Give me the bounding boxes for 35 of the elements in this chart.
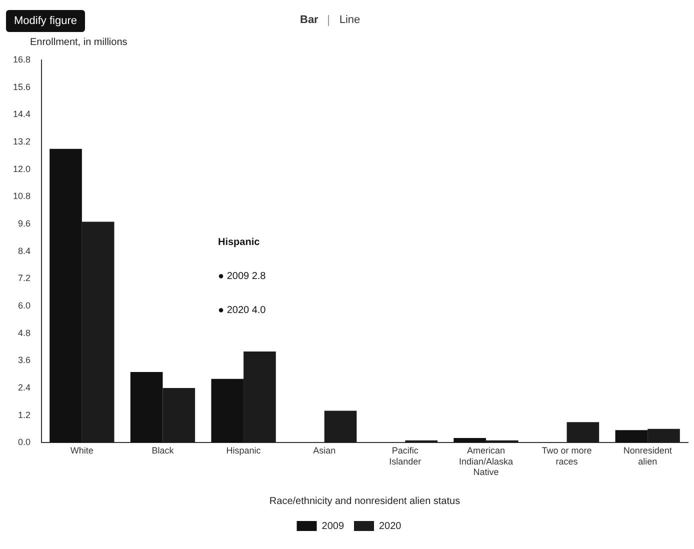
annotation: ● 2020 4.0	[218, 304, 266, 318]
y-axis-title: Enrollment, in millions	[30, 36, 128, 48]
x-tick-label: American Indian/Alaska Native	[458, 445, 513, 478]
x-tick-label: Hispanic	[226, 445, 262, 456]
bar	[566, 422, 600, 443]
y-tick-label: 9.6	[18, 218, 31, 228]
y-tick-label: 14.4	[12, 109, 31, 120]
x-tick-label: Nonresident alien	[623, 445, 672, 466]
y-tick-label: 7.2	[18, 273, 31, 284]
legend-label: 2020	[379, 520, 402, 532]
x-tick-label: Two or more races	[542, 445, 592, 466]
y-tick-label: 2.4	[18, 382, 31, 392]
y-tick-label: 16.8	[12, 54, 31, 64]
text: Bar	[300, 14, 318, 26]
legend-label: 2009	[322, 520, 344, 532]
x-tick-label: Pacific Islander	[389, 445, 422, 466]
annotation: ● 2009 2.8	[218, 270, 266, 284]
x-tick-label: Black	[152, 445, 174, 456]
annotation: Hispanic	[218, 236, 261, 250]
text: Line	[339, 14, 360, 26]
y-tick-label: 4.8	[18, 328, 31, 338]
y-tick-label: 12.0	[12, 164, 31, 174]
text: Modify figure	[6, 10, 85, 32]
y-tick-label: 15.6	[12, 82, 31, 92]
x-tick-label: Asian	[313, 445, 336, 456]
y-tick-label: 3.6	[18, 355, 31, 366]
y-tick-label: 6.0	[18, 300, 31, 310]
y-tick-label: 13.2	[12, 136, 31, 146]
y-tick-label: 10.8	[12, 191, 31, 202]
y-tick-label: 0.0	[18, 437, 31, 448]
bar	[324, 410, 357, 443]
y-tick-label: 1.2	[18, 410, 31, 420]
x-axis-title: Race/ethnicity and nonresident alien status	[269, 496, 460, 507]
x-tick-label: White	[70, 445, 94, 456]
y-tick-label: 8.4	[18, 246, 31, 256]
